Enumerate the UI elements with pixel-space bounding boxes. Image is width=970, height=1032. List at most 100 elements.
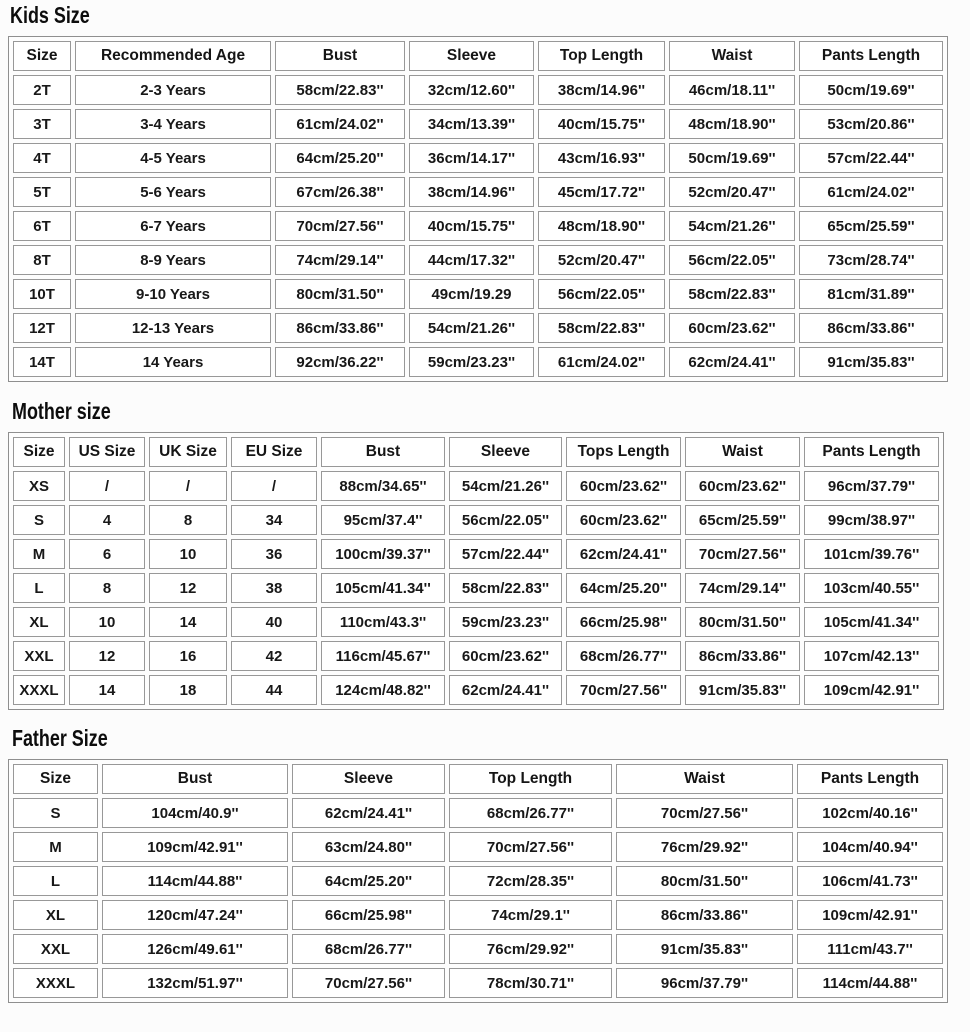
size-cell: XXXL bbox=[13, 675, 65, 705]
measurement-cell: 106cm/41.73'' bbox=[797, 866, 943, 896]
measurement-cell: 64cm/25.20'' bbox=[292, 866, 445, 896]
table-row: XL 120cm/47.24'' 66cm/25.98'' 74cm/29.1'' 86… bbox=[13, 900, 943, 930]
measurement-cell: 58cm/22.83'' bbox=[449, 573, 562, 603]
measurement-cell: 70cm/27.56'' bbox=[292, 968, 445, 998]
measurement-cell: 8 bbox=[149, 505, 227, 535]
table-row: 6T 6-7 Years 70cm/27.56'' 40cm/15.75'' 48cm/… bbox=[13, 211, 943, 241]
measurement-cell: 111cm/43.7'' bbox=[797, 934, 943, 964]
size-cell: XXXL bbox=[13, 968, 98, 998]
table-row: XXL 126cm/49.61'' 68cm/26.77'' 76cm/29.92''… bbox=[13, 934, 943, 964]
size-cell: S bbox=[13, 505, 65, 535]
measurement-cell: 114cm/44.88'' bbox=[797, 968, 943, 998]
measurement-cell: 80cm/31.50'' bbox=[616, 866, 793, 896]
table-row: 8T 8-9 Years 74cm/29.14'' 44cm/17.32'' 52cm/… bbox=[13, 245, 943, 275]
measurement-cell: 60cm/23.62'' bbox=[449, 641, 562, 671]
measurement-cell: 124cm/48.82'' bbox=[321, 675, 445, 705]
column-header: Recommended Age bbox=[75, 41, 271, 71]
measurement-cell: 66cm/25.98'' bbox=[292, 900, 445, 930]
measurement-cell: 38 bbox=[231, 573, 317, 603]
measurement-cell: 95cm/37.4'' bbox=[321, 505, 445, 535]
measurement-cell: 50cm/19.69'' bbox=[799, 75, 943, 105]
size-cell: S bbox=[13, 798, 98, 828]
size-cell: 5T bbox=[13, 177, 71, 207]
measurement-cell: 86cm/33.86'' bbox=[799, 313, 943, 343]
column-header: Top Length bbox=[449, 764, 612, 794]
measurement-cell: 68cm/26.77'' bbox=[566, 641, 681, 671]
table-row: L 114cm/44.88'' 64cm/25.20'' 72cm/28.35'' 80… bbox=[13, 866, 943, 896]
measurement-cell: 5-6 Years bbox=[75, 177, 271, 207]
measurement-cell: 91cm/35.83'' bbox=[799, 347, 943, 377]
measurement-cell: 81cm/31.89'' bbox=[799, 279, 943, 309]
measurement-cell: 109cm/42.91'' bbox=[797, 900, 943, 930]
measurement-cell: 36cm/14.17'' bbox=[409, 143, 534, 173]
table-row: 10T 9-10 Years 80cm/31.50'' 49cm/19.29 56cm/… bbox=[13, 279, 943, 309]
measurement-cell: 6 bbox=[69, 539, 145, 569]
measurement-cell: 16 bbox=[149, 641, 227, 671]
measurement-cell: 60cm/23.62'' bbox=[685, 471, 800, 501]
measurement-cell: 70cm/27.56'' bbox=[616, 798, 793, 828]
measurement-cell: 105cm/41.34'' bbox=[804, 607, 939, 637]
measurement-cell: 63cm/24.80'' bbox=[292, 832, 445, 862]
table-row: S 104cm/40.9'' 62cm/24.41'' 68cm/26.77'' 70c… bbox=[13, 798, 943, 828]
measurement-cell: 120cm/47.24'' bbox=[102, 900, 288, 930]
measurement-cell: 50cm/19.69'' bbox=[669, 143, 795, 173]
table-row: 2T 2-3 Years 58cm/22.83'' 32cm/12.60'' 38cm/… bbox=[13, 75, 943, 105]
measurement-cell: 12 bbox=[69, 641, 145, 671]
measurement-cell: 9-10 Years bbox=[75, 279, 271, 309]
measurement-cell: 74cm/29.1'' bbox=[449, 900, 612, 930]
measurement-cell: 56cm/22.05'' bbox=[449, 505, 562, 535]
measurement-cell: 96cm/37.79'' bbox=[616, 968, 793, 998]
measurement-cell: 59cm/23.23'' bbox=[409, 347, 534, 377]
column-header: Size bbox=[13, 437, 65, 467]
measurement-cell: 54cm/21.26'' bbox=[449, 471, 562, 501]
column-header: Waist bbox=[616, 764, 793, 794]
size-cell: 2T bbox=[13, 75, 71, 105]
mother-size-table: Size US Size UK Size EU Size Bust Sleeve Tops … bbox=[8, 432, 944, 710]
measurement-cell: 103cm/40.55'' bbox=[804, 573, 939, 603]
measurement-cell: 53cm/20.86'' bbox=[799, 109, 943, 139]
measurement-cell: 56cm/22.05'' bbox=[669, 245, 795, 275]
size-cell: 4T bbox=[13, 143, 71, 173]
measurement-cell: 62cm/24.41'' bbox=[449, 675, 562, 705]
column-header: EU Size bbox=[231, 437, 317, 467]
measurement-cell: 54cm/21.26'' bbox=[669, 211, 795, 241]
measurement-cell: 65cm/25.59'' bbox=[799, 211, 943, 241]
measurement-cell: 10 bbox=[149, 539, 227, 569]
measurement-cell: 56cm/22.05'' bbox=[538, 279, 665, 309]
measurement-cell: 49cm/19.29 bbox=[409, 279, 534, 309]
measurement-cell: 48cm/18.90'' bbox=[669, 109, 795, 139]
table-row: XXL 12 16 42 116cm/45.67'' 60cm/23.62'' 68cm/2… bbox=[13, 641, 939, 671]
measurement-cell: 101cm/39.76'' bbox=[804, 539, 939, 569]
measurement-cell: 14 bbox=[149, 607, 227, 637]
column-header: Tops Length bbox=[566, 437, 681, 467]
table-row: 3T 3-4 Years 61cm/24.02'' 34cm/13.39'' 40cm/… bbox=[13, 109, 943, 139]
measurement-cell: 4 bbox=[69, 505, 145, 535]
measurement-cell: 57cm/22.44'' bbox=[799, 143, 943, 173]
size-cell: L bbox=[13, 573, 65, 603]
measurement-cell: 99cm/38.97'' bbox=[804, 505, 939, 535]
column-header: Bust bbox=[275, 41, 405, 71]
measurement-cell: 62cm/24.41'' bbox=[669, 347, 795, 377]
measurement-cell: 58cm/22.83'' bbox=[669, 279, 795, 309]
measurement-cell: 66cm/25.98'' bbox=[566, 607, 681, 637]
father-size-table: Size Bust Sleeve Top Length Waist Pants Lengt… bbox=[8, 759, 948, 1003]
header-row: Size US Size UK Size EU Size Bust Sleeve Tops … bbox=[13, 437, 939, 467]
measurement-cell: 91cm/35.83'' bbox=[616, 934, 793, 964]
measurement-cell: 40cm/15.75'' bbox=[409, 211, 534, 241]
table-row: XS / //88cm/34.65'' 54cm/21.26'' 60cm/23.62'… bbox=[13, 471, 939, 501]
measurement-cell: 38cm/14.96'' bbox=[409, 177, 534, 207]
measurement-cell: 68cm/26.77'' bbox=[292, 934, 445, 964]
kids-size-table: Size Recommended Age Bust Sleeve Top Length W… bbox=[8, 36, 948, 382]
measurement-cell: 44cm/17.32'' bbox=[409, 245, 534, 275]
column-header: Pants Length bbox=[797, 764, 943, 794]
size-cell: XL bbox=[13, 607, 65, 637]
table-row: 5T 5-6 Years 67cm/26.38'' 38cm/14.96'' 45cm/… bbox=[13, 177, 943, 207]
size-chart-document: Kids Size Size Recommended Age Bust Sleeve T… bbox=[8, 2, 962, 1003]
column-header: Size bbox=[13, 41, 71, 71]
measurement-cell: 107cm/42.13'' bbox=[804, 641, 939, 671]
measurement-cell: / bbox=[231, 471, 317, 501]
measurement-cell: 80cm/31.50'' bbox=[685, 607, 800, 637]
column-header: US Size bbox=[69, 437, 145, 467]
measurement-cell: 116cm/45.67'' bbox=[321, 641, 445, 671]
size-cell: M bbox=[13, 832, 98, 862]
